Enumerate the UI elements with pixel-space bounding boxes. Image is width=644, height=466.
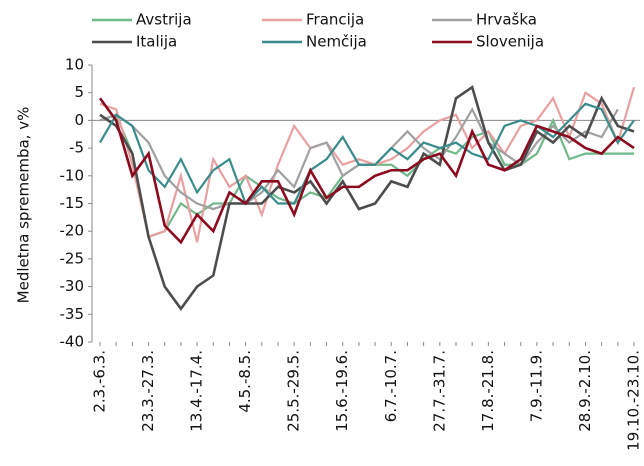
series-line	[99, 102, 635, 206]
y-tick-label: -20	[60, 222, 85, 240]
y-tick-label: -15	[60, 194, 85, 212]
legend-label: Nemčija	[306, 33, 367, 51]
legend-label: Francija	[306, 11, 364, 29]
y-tick-label: -30	[60, 277, 85, 295]
x-tick-label: 25.5.-29.5.	[285, 350, 303, 432]
y-tick-label: -10	[60, 166, 85, 184]
x-tick-label: 4.5.-8.5.	[236, 350, 254, 413]
y-tick-label: 5	[74, 83, 84, 101]
x-tick-label: 27.7.-31.7.	[430, 350, 448, 432]
series-line	[98, 97, 635, 245]
legend-label: Avstrija	[136, 11, 192, 29]
y-tick-label: 0	[74, 111, 84, 129]
series-line	[99, 85, 635, 311]
series-line	[99, 86, 636, 243]
y-axis-label: Medletna sprememba, v%	[15, 107, 33, 304]
legend-label: Hrvaška	[476, 11, 537, 29]
x-tick-label: 13.4.-17.4.	[188, 350, 206, 432]
x-tick-label: 2.3.-6.3.	[91, 350, 109, 413]
y-tick-label: -25	[60, 249, 85, 267]
y-tick-label: 10	[65, 56, 84, 74]
x-tick-label: 7.9.-11.9.	[527, 350, 545, 422]
x-tick-label: 23.3.-27.3.	[139, 350, 157, 432]
y-tick-label: -35	[60, 305, 85, 323]
x-tick-label: 15.6.-19.6.	[333, 350, 351, 432]
y-tick-label: -5	[69, 139, 84, 157]
x-tick-label: 19.10.-23.10.	[625, 350, 643, 451]
legend-label: Slovenija	[476, 33, 544, 51]
x-tick-label: 17.8.-21.8.	[479, 350, 497, 432]
x-tick-label: 28.9.-2.10.	[576, 350, 594, 432]
x-tick-label: 6.7.-10.7.	[382, 350, 400, 422]
y-tick-label: -40	[60, 333, 85, 351]
legend-label: Italija	[136, 33, 177, 51]
